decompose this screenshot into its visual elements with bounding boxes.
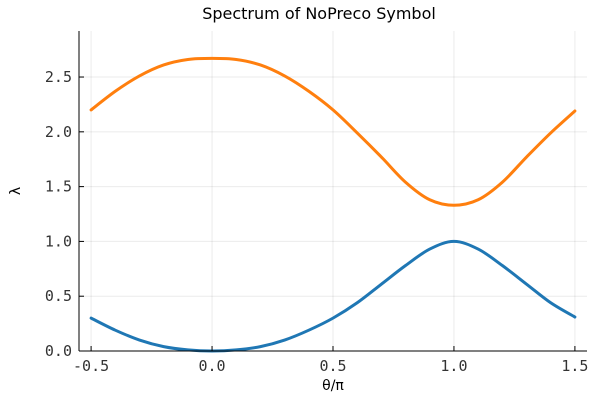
x-tick-label: 1.0	[440, 357, 467, 375]
x-tick-label: 1.5	[561, 357, 588, 375]
y-tick-label: 0.0	[45, 342, 72, 360]
y-tick-label: 1.5	[45, 178, 72, 196]
axes	[78, 31, 587, 352]
y-tick-label: 0.5	[45, 287, 72, 305]
x-tick-label: 0.5	[319, 357, 346, 375]
series-line-1	[89, 239, 577, 353]
y-tick-label: 2.0	[45, 123, 72, 141]
y-axis-label: λ	[8, 187, 24, 195]
series-line-2	[89, 56, 577, 207]
x-tick-label: -0.5	[73, 357, 109, 375]
y-tick-label: 2.5	[45, 68, 72, 86]
grid	[79, 31, 587, 352]
series-layer	[89, 56, 577, 353]
y-tick-label: 1.0	[45, 232, 72, 250]
chart-title: Spectrum of NoPreco Symbol	[202, 4, 436, 23]
x-axis-label: θ/π	[322, 378, 344, 394]
tick-labels: -0.5 0.0 0.5 1.0 1.50.00.51.01.52.02.5	[45, 68, 589, 375]
x-tick-label: 0.0	[199, 357, 226, 375]
